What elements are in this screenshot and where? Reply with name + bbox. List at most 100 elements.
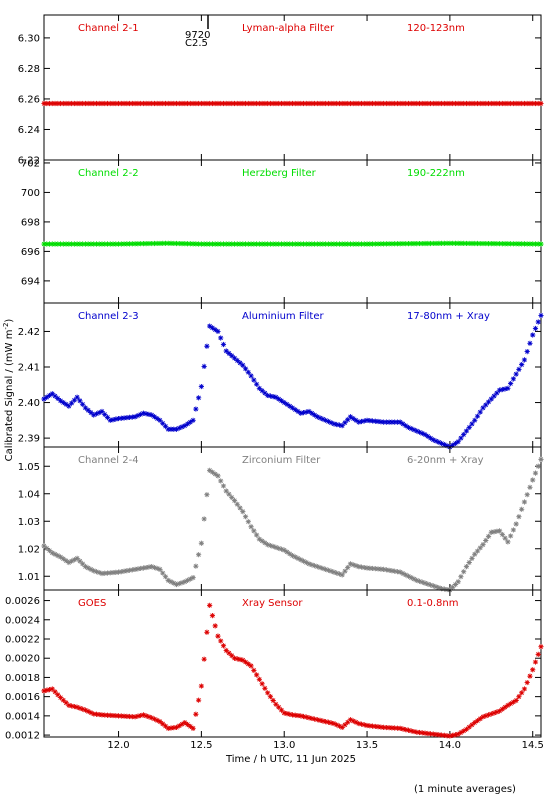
data-point — [135, 241, 141, 247]
data-point — [425, 100, 431, 107]
data-point — [461, 569, 467, 575]
data-point — [303, 409, 309, 415]
data-point — [129, 567, 135, 573]
data-point — [416, 100, 423, 107]
data-point — [284, 241, 290, 247]
data-point — [314, 100, 320, 107]
y-tick-label: 6.24 — [18, 125, 40, 136]
data-point — [400, 726, 406, 732]
data-point — [242, 514, 249, 520]
data-point — [519, 362, 525, 368]
data-point — [121, 415, 127, 421]
data-point — [96, 241, 102, 247]
data-point — [143, 241, 149, 247]
data-point — [311, 241, 318, 247]
data-point — [52, 551, 58, 557]
data-point — [367, 241, 373, 247]
data-point — [378, 241, 384, 247]
data-point — [389, 241, 395, 247]
data-point — [364, 565, 370, 571]
data-point — [323, 100, 329, 107]
data-point — [524, 241, 530, 247]
data-point — [292, 100, 298, 107]
data-point — [85, 407, 91, 413]
data-point — [276, 241, 282, 247]
data-point — [115, 569, 122, 575]
data-point — [513, 521, 519, 527]
data-point — [110, 100, 116, 107]
data-point — [463, 240, 470, 247]
data-point — [347, 241, 354, 247]
data-point — [171, 426, 177, 432]
data-point — [289, 712, 296, 718]
data-point — [519, 241, 525, 247]
data-point — [267, 100, 274, 107]
data-point — [44, 241, 50, 247]
data-point — [212, 471, 218, 477]
data-point — [162, 423, 169, 429]
data-point — [124, 415, 130, 421]
data-point — [298, 557, 304, 563]
data-point — [96, 410, 102, 416]
data-point — [254, 381, 260, 387]
data-point — [450, 732, 456, 738]
data-point — [41, 241, 47, 247]
data-point — [300, 713, 307, 720]
panel-filter-title: Xray Sensor — [242, 598, 303, 609]
data-point — [353, 719, 359, 725]
data-point — [383, 724, 389, 731]
data-point — [408, 575, 414, 581]
data-point — [168, 725, 174, 731]
data-point — [311, 716, 318, 722]
data-point — [190, 100, 196, 107]
data-point — [311, 412, 318, 418]
data-point — [499, 241, 505, 247]
data-point — [146, 714, 152, 720]
data-point — [240, 509, 246, 515]
data-point — [251, 241, 257, 247]
panel-frame — [43, 159, 542, 304]
data-point — [146, 564, 152, 570]
data-point — [71, 241, 77, 247]
data-point — [91, 241, 97, 247]
data-point — [331, 720, 337, 727]
data-point — [118, 241, 124, 247]
flare-annotation: 9720 C2.5 — [185, 15, 210, 49]
data-point — [419, 730, 425, 736]
data-point — [505, 385, 511, 391]
data-point — [69, 703, 75, 709]
data-point — [425, 433, 431, 439]
data-point — [369, 100, 376, 107]
data-point — [93, 569, 100, 575]
data-point — [444, 240, 450, 246]
data-point — [179, 580, 185, 586]
data-point — [403, 241, 409, 247]
data-point — [240, 362, 246, 368]
data-point — [483, 402, 489, 408]
data-point — [530, 332, 536, 338]
data-point — [499, 386, 505, 393]
data-point — [375, 100, 381, 107]
data-point — [521, 241, 528, 247]
data-point — [430, 731, 436, 737]
data-point — [165, 426, 171, 432]
data-point — [331, 241, 337, 247]
data-point — [276, 545, 282, 551]
data-point — [160, 721, 166, 727]
data-point — [85, 100, 91, 107]
data-point — [118, 713, 124, 719]
data-point — [93, 411, 100, 417]
data-point — [69, 100, 75, 107]
flare-annotation-top: 9720 — [185, 30, 210, 41]
data-point — [331, 421, 337, 427]
y-axis-label: Calibrated Signal / (mW m-2) — [2, 319, 15, 462]
data-point — [218, 241, 224, 247]
data-point — [317, 241, 323, 247]
data-point — [422, 431, 428, 438]
data-point — [107, 570, 113, 576]
data-point — [113, 241, 119, 247]
data-point — [176, 100, 182, 107]
data-point — [193, 711, 199, 717]
data-point — [378, 419, 384, 425]
